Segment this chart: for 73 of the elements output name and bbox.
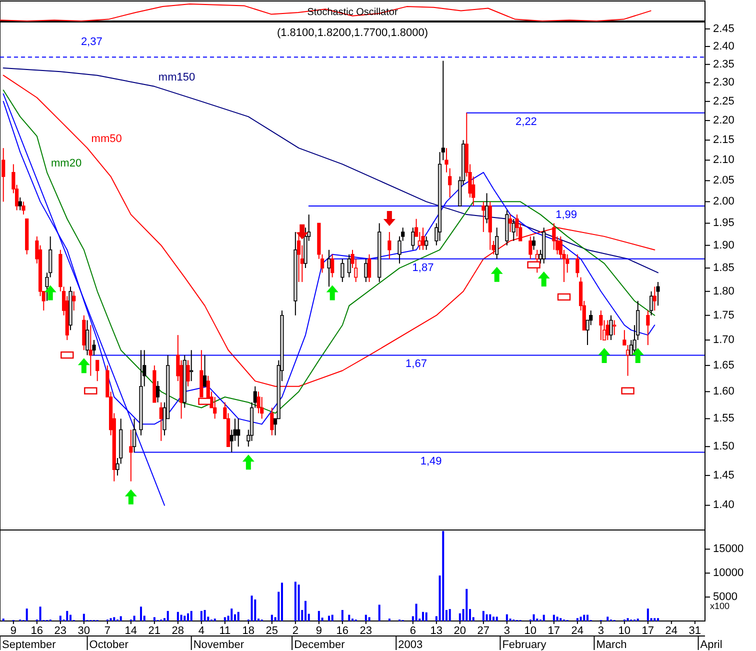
x-tick-label: 23 bbox=[360, 625, 372, 637]
x-tick-label: 10 bbox=[618, 625, 631, 637]
x-tick-label: 24 bbox=[571, 625, 584, 637]
ref-line-label: 2,37 bbox=[80, 36, 102, 48]
y-axis-title: x100 bbox=[710, 601, 730, 611]
series-label: mm150 bbox=[158, 71, 196, 84]
x-tick-label: 16 bbox=[30, 625, 44, 637]
y-tick-label: 2.45 bbox=[713, 22, 734, 35]
chart-title: (1.8100,1.8200,1.7700,1.8000) bbox=[276, 27, 428, 39]
x-tick-label: 11 bbox=[219, 625, 231, 637]
y-tick-label: 1.60 bbox=[713, 386, 734, 398]
y-tick-label: 1.85 bbox=[713, 262, 734, 274]
x-tick-label: 6 bbox=[410, 625, 416, 637]
series-label: mm20 bbox=[51, 157, 82, 170]
x-tick-label: 20 bbox=[454, 625, 466, 637]
x-tick-label: 23 bbox=[54, 625, 67, 637]
text: December bbox=[294, 639, 346, 651]
y-tick-label: 1.70 bbox=[713, 334, 734, 346]
y-tick-label: 2.00 bbox=[713, 196, 734, 208]
y-tick-label: 1.50 bbox=[713, 440, 734, 452]
text: April bbox=[700, 639, 722, 651]
y-tick-label: 2.15 bbox=[713, 134, 734, 146]
series-label: 1,67 bbox=[406, 358, 427, 370]
x-tick-label: 3 bbox=[598, 625, 604, 637]
x-tick-label: 4 bbox=[198, 625, 204, 637]
text: October bbox=[89, 639, 129, 651]
y-tick-label: 2.30 bbox=[713, 76, 734, 89]
x-tick-label: 30 bbox=[78, 625, 90, 637]
text: 2003 bbox=[398, 639, 423, 651]
x-tick-label: 17 bbox=[548, 625, 560, 637]
y-tick-label: 2.10 bbox=[713, 154, 734, 166]
text: September bbox=[2, 639, 56, 651]
x-tick-label: 21 bbox=[148, 625, 161, 637]
text: March bbox=[596, 639, 627, 651]
text: November bbox=[193, 639, 244, 651]
y-tick-label: 1.40 bbox=[713, 499, 734, 512]
series-label: 1,99 bbox=[556, 208, 578, 221]
y-tick-label: 15000 bbox=[713, 543, 744, 556]
series-label: 2,22 bbox=[516, 116, 537, 128]
x-tick-label: 7 bbox=[104, 625, 110, 637]
y-tick-label: 1.80 bbox=[713, 285, 734, 298]
x-tick-label: 13 bbox=[430, 625, 443, 637]
y-tick-label: 10000 bbox=[713, 567, 744, 580]
x-tick-label: 14 bbox=[124, 625, 138, 637]
y-tick-label: 2.35 bbox=[713, 58, 734, 70]
y-tick-label: 2.40 bbox=[713, 40, 734, 52]
y-tick-label: 1.55 bbox=[713, 412, 734, 425]
x-tick-label: 24 bbox=[665, 625, 678, 637]
series-label: mm50 bbox=[91, 133, 122, 146]
y-tick-label: 1.45 bbox=[713, 469, 734, 482]
x-tick-label: 17 bbox=[642, 625, 654, 637]
y-tick-label: 5000 bbox=[713, 590, 738, 603]
x-tick-label: 16 bbox=[336, 625, 349, 637]
x-tick-label: 9 bbox=[10, 625, 16, 637]
x-tick-label: 9 bbox=[316, 625, 322, 637]
x-tick-label: 28 bbox=[172, 625, 184, 637]
y-tick-label: 1.90 bbox=[713, 239, 734, 252]
x-tick-label: 25 bbox=[266, 625, 278, 637]
x-tick-label: 2 bbox=[292, 625, 298, 637]
x-tick-label: 3 bbox=[504, 625, 510, 637]
y-tick-label: 2.20 bbox=[713, 114, 734, 126]
x-tick-label: 10 bbox=[524, 625, 537, 637]
y-tick-label: 1.95 bbox=[713, 217, 734, 230]
series-label: 1,49 bbox=[420, 455, 442, 468]
text: February bbox=[502, 639, 547, 651]
series-label: 1,87 bbox=[412, 262, 434, 274]
x-tick-label: 27 bbox=[477, 625, 490, 637]
x-tick-label: 18 bbox=[242, 625, 255, 637]
x-tick-label: 31 bbox=[688, 625, 702, 637]
y-tick-label: 2.25 bbox=[713, 95, 734, 108]
y-tick-label: 1.75 bbox=[713, 309, 734, 322]
y-tick-label: 2.05 bbox=[713, 174, 734, 187]
y-tick-label: 1.65 bbox=[713, 359, 734, 372]
